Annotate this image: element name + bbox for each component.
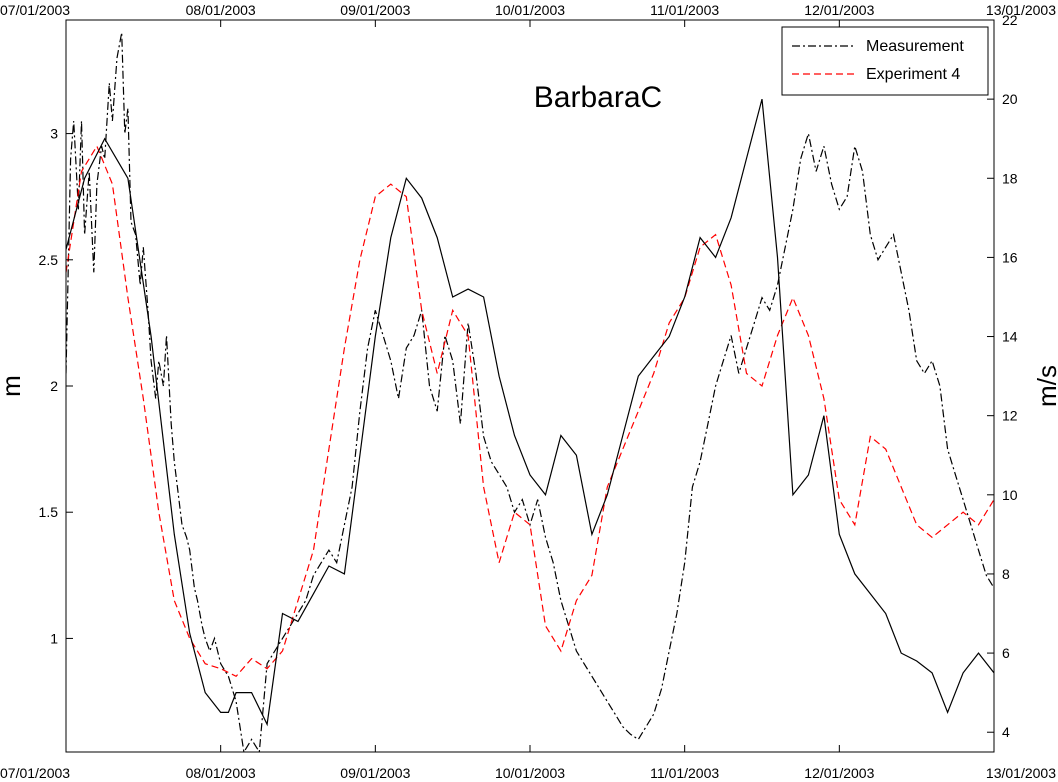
y-left-tick-label: 1.5 xyxy=(39,504,59,520)
x-tick-label-top: 13/01/2003 xyxy=(986,2,1056,18)
y-right-tick-label: 16 xyxy=(1002,249,1018,265)
x-tick-label-bottom: 12/01/2003 xyxy=(804,765,874,781)
chart-title: BarbaraC xyxy=(534,81,662,114)
y-right-tick-label: 22 xyxy=(1002,12,1018,28)
y-axis-left-label: m xyxy=(0,375,26,397)
series-layer xyxy=(66,32,994,752)
y-right-tick-label: 14 xyxy=(1002,329,1018,345)
y-axis-right-label: m/s xyxy=(1032,365,1058,407)
x-tick-label-top: 07/01/2003 xyxy=(0,2,70,18)
legend: Measurement Experiment 4 xyxy=(781,26,989,96)
legend-entry: Measurement xyxy=(866,38,964,55)
x-tick-label-bottom: 13/01/2003 xyxy=(986,765,1056,781)
y-right-tick-label: 18 xyxy=(1002,170,1018,186)
y-left-tick-label: 2.5 xyxy=(39,252,59,268)
y-left-tick-label: 1 xyxy=(50,630,58,646)
x-tick-label-top: 11/01/2003 xyxy=(650,2,719,18)
x-tick-label-bottom: 11/01/2003 xyxy=(650,765,719,781)
series-line-2 xyxy=(66,98,994,727)
x-tick-label-bottom: 08/01/2003 xyxy=(186,765,256,781)
x-tick-label-bottom: 07/01/2003 xyxy=(0,765,70,781)
y-left-tick-label: 2 xyxy=(50,378,58,394)
x-tick-label-bottom: 09/01/2003 xyxy=(340,765,410,781)
y-right-tick-label: 8 xyxy=(1002,566,1010,582)
y-right-tick-label: 6 xyxy=(1002,645,1010,661)
y-right-tick-label: 4 xyxy=(1002,724,1010,740)
x-tick-label-top: 10/01/2003 xyxy=(495,2,565,18)
legend-box xyxy=(781,26,989,96)
y-right-tick-label: 12 xyxy=(1002,408,1018,424)
x-tick-label-top: 09/01/2003 xyxy=(340,2,410,18)
x-tick-label-top: 12/01/2003 xyxy=(804,2,874,18)
y-right-tick-label: 20 xyxy=(1002,91,1018,107)
legend-entry: Experiment 4 xyxy=(866,66,960,83)
y-left-tick-label: 3 xyxy=(50,126,58,142)
y-right-tick-label: 10 xyxy=(1002,487,1018,503)
x-tick-label-top: 08/01/2003 xyxy=(186,2,256,18)
x-tick-label-bottom: 10/01/2003 xyxy=(495,765,565,781)
